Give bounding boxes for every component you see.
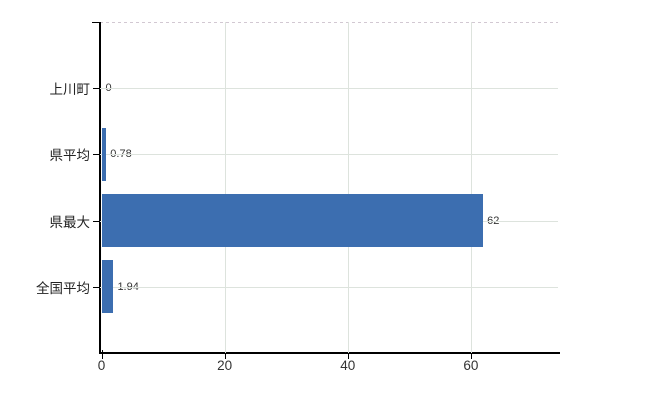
x-axis-tick-label: 40 [340,358,356,373]
plot-area [100,22,558,353]
x-axis-tick-label: 20 [217,358,233,373]
y-axis-line [99,22,101,353]
category-label: 上川町 [49,82,91,98]
gridline-vertical [347,22,349,353]
bar-3 [101,194,484,248]
category-label: 県最大 [49,214,91,230]
gridline-horizontal [100,154,558,156]
bar-2 [101,127,107,181]
category-label: 県平均 [49,148,91,164]
x-axis-tick-label: 60 [463,358,479,373]
x-axis-tick-label: 0 [97,358,106,373]
y-axis-top-tick [92,22,99,23]
gridline-horizontal [100,286,558,288]
gridline-horizontal [100,88,558,90]
gridline-vertical [470,22,472,353]
x-axis-line [99,352,560,354]
bar-4 [101,260,114,314]
gridline-vertical [224,22,226,353]
plot-top-border [100,22,558,23]
category-label: 全国平均 [36,280,90,296]
